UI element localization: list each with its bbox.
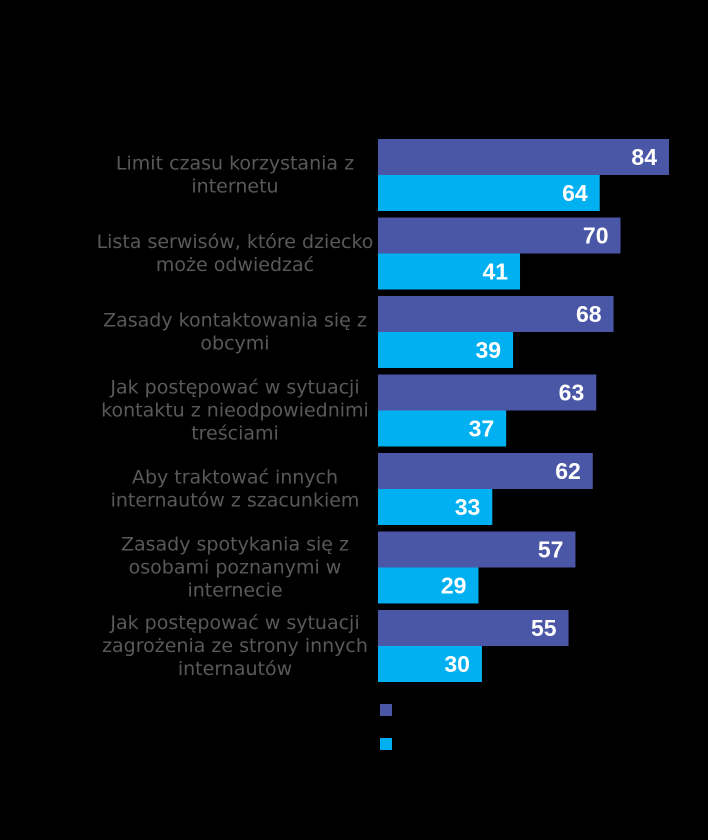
bar-series2-cat2 [378,253,521,290]
category-label-line: obcymi [200,333,269,355]
category-label-line: Limit czasu korzystania z [116,153,354,175]
bar-series1-cat7 [378,610,569,646]
bar-series2-cat3 [378,332,514,368]
bar-series1-cat6 [378,531,576,568]
data-label-series2-cat6: 29 [441,573,467,599]
data-label-series1-cat4: 63 [559,380,585,406]
category-label-4: Jak postępować w sytuacji kontaktu z nieo… [101,377,369,445]
category-label-line: może odwiedzać [156,254,314,276]
data-label-series1-cat5: 62 [555,458,581,484]
bar-series1-cat1 [378,139,669,175]
bar-series1-cat3 [378,296,614,332]
data-label-series2-cat2: 41 [482,259,508,285]
data-label-series1-cat6: 57 [538,537,564,563]
category-label-7: Jak postępować w sytuacji zagrożenia ze s… [102,612,368,680]
bar-series2-cat6 [378,567,479,604]
legend-swatch-series1 [380,704,392,716]
category-label-3: Zasady kontaktowania się z obcymi [103,310,367,355]
category-label-line: zagrożenia ze strony innych [102,635,368,657]
bar-series1-cat5 [378,453,593,489]
category-label-line: internautów z szacunkiem [111,490,360,512]
category-label-line: internetu [191,176,278,198]
category-label-line: Jak postępować w sytuacji [109,377,359,399]
data-label-series2-cat5: 33 [455,494,481,520]
legend-swatch-series2 [380,738,392,750]
bar-series2-cat4 [378,410,507,447]
data-label-series2-cat1: 64 [562,180,588,206]
bar-series1-cat2 [378,217,621,254]
category-label-5: Aby traktować innych internautów z szacun… [111,467,360,512]
category-label-6: Zasady spotykania się z osobami poznanymi… [121,534,349,602]
bar-series2-cat5 [378,489,493,525]
category-label-2: Lista serwisów, które dziecko może odwied… [97,231,374,276]
bar-series2-cat7 [378,646,482,682]
bar-series1-cat4 [378,374,597,411]
category-label-line: osobami poznanymi w [129,557,342,579]
category-label-line: Aby traktować innych [132,467,338,489]
category-label-line: kontaktu z nieodpowiednimi [101,400,369,422]
data-label-series1-cat3: 68 [576,301,602,327]
category-label-line: treściami [191,423,279,445]
data-label-series1-cat2: 70 [583,223,609,249]
bar-series2-cat1 [378,175,600,211]
category-label-line: Zasady spotykania się z [121,534,349,556]
data-label-series1-cat7: 55 [531,615,557,641]
data-label-series2-cat3: 39 [476,337,502,363]
data-label-series2-cat4: 37 [469,416,495,442]
category-label-line: Zasady kontaktowania się z [103,310,367,332]
category-label-line: internecie [187,580,282,602]
data-label-series1-cat1: 84 [631,144,657,170]
category-label-line: Lista serwisów, które dziecko [97,231,374,253]
category-label-line: Jak postępować w sytuacji [109,612,359,634]
category-label-line: internautów [178,658,292,680]
data-label-series2-cat7: 30 [444,651,470,677]
category-label-1: Limit czasu korzystania z internetu [116,153,354,198]
